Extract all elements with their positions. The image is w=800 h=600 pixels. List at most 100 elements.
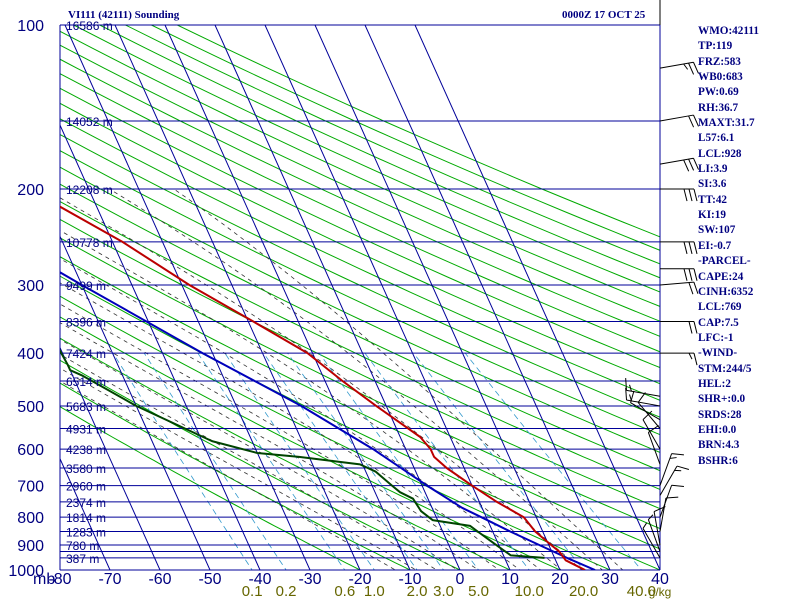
isotherms <box>60 25 660 570</box>
wind-barb <box>659 61 699 75</box>
temperature-line <box>60 205 586 570</box>
mixing-ratio-line <box>318 352 480 570</box>
index-item: SHR+:0.0 <box>698 393 746 406</box>
height-label: 1283 m <box>66 526 106 540</box>
pressure-tick-label: 1000 <box>8 563 44 580</box>
dry-adiabat-line <box>60 218 660 510</box>
mixing-ratio-lines <box>112 352 642 570</box>
dry-adiabat-line <box>60 133 660 418</box>
dry-adiabat-line <box>60 73 660 353</box>
index-item: EHI:0.0 <box>698 423 737 436</box>
isotherm-line <box>64 25 311 570</box>
height-label: 387 m <box>66 552 99 566</box>
dry-adiabat-line <box>125 25 660 265</box>
mixing-ratio-line <box>224 352 375 570</box>
dry-adiabat-line <box>60 256 660 550</box>
pressure-tick-label: 600 <box>17 442 44 459</box>
pressure-tick-label: 400 <box>17 346 44 363</box>
pressure-tick-label: 200 <box>17 182 44 199</box>
height-label: 2960 m <box>66 480 106 494</box>
wind-barb <box>660 321 698 334</box>
mixing-ratio-label: 0.1 <box>242 583 263 600</box>
dry-adiabat-line <box>60 30 660 308</box>
isobars <box>59 24 661 571</box>
pressure-tick-label: 100 <box>17 18 44 35</box>
wind-barb <box>659 157 699 172</box>
index-item: -WIND- <box>698 347 738 360</box>
isotherm-line <box>314 25 561 570</box>
mixing-ratio-label: 0.6 <box>334 583 355 600</box>
isotherm-line <box>60 457 111 570</box>
dry-adiabat-line <box>60 102 660 385</box>
mixing-ratio-line <box>413 352 585 570</box>
index-item: LCL:928 <box>698 147 742 160</box>
pressure-unit-label: mb <box>33 571 55 588</box>
mixing-ratio-label: 3.0 <box>433 583 454 600</box>
temperature-tick-label: 30 <box>601 571 619 588</box>
wind-barb <box>659 0 661 25</box>
index-item: WB0:683 <box>698 71 743 84</box>
mixing-ratio-unit-label: g/kg <box>649 585 672 599</box>
pressure-tick-label: 500 <box>17 399 44 416</box>
height-label: 5683 m <box>66 400 106 414</box>
wind-barb <box>660 241 698 254</box>
dry-adiabat-line <box>73 25 660 293</box>
wind-barb <box>660 188 698 202</box>
isotherm-line <box>364 25 611 570</box>
wind-barb <box>659 465 690 496</box>
dry-adiabat-line <box>60 382 412 570</box>
wind-barb <box>642 522 661 559</box>
height-label: 3580 m <box>66 462 106 476</box>
dry-adiabat-line <box>60 183 660 472</box>
dry-adiabat-line <box>60 44 660 322</box>
isotherm-line <box>414 25 660 570</box>
temperature-tick-label: 20 <box>551 571 569 588</box>
wind-barb <box>625 377 661 397</box>
mixing-ratio-line <box>464 352 642 570</box>
mixing-ratio-label: 5.0 <box>468 583 489 600</box>
isotherm-line <box>114 25 361 570</box>
dry-adiabat-line <box>60 118 660 401</box>
wind-barb <box>659 114 699 128</box>
temperature-tick-label: -50 <box>198 571 221 588</box>
height-label: 4238 m <box>66 443 106 457</box>
dry-adiabat-line <box>60 150 660 436</box>
dry-adiabat-line <box>60 337 512 570</box>
height-label: 7424 m <box>66 347 106 361</box>
wind-barb <box>660 268 698 281</box>
moist-adiabat-line <box>60 282 521 570</box>
height-label: 14052 m <box>66 115 113 129</box>
dry-adiabat-line <box>60 406 362 570</box>
moist-adiabat-line <box>60 380 397 570</box>
wind-barbs <box>625 0 699 559</box>
moist-adiabat-line <box>60 197 583 570</box>
station-title: VI111 (42111) Sounding <box>68 9 180 21</box>
index-item: MAXT:31.7 <box>698 117 755 130</box>
temperature-tick-label: -10 <box>398 571 421 588</box>
mixing-ratio-label: 40.0 <box>627 583 656 600</box>
index-item: PW:0.69 <box>698 86 739 99</box>
dry-adiabat-line <box>60 201 660 490</box>
dry-adiabat-line <box>60 87 660 369</box>
wind-barb <box>659 453 684 486</box>
isotherm-line <box>164 25 411 570</box>
height-label: 10778 m <box>66 236 113 250</box>
index-item: CAP:7.5 <box>698 316 739 329</box>
index-item: RH:36.7 <box>698 101 739 114</box>
mixing-ratio-label: 2.0 <box>407 583 428 600</box>
dry-adiabats <box>60 25 660 570</box>
dewpoint-line <box>60 348 545 559</box>
index-item: FRZ:583 <box>698 55 741 68</box>
mixing-ratio-label: 0.2 <box>276 583 297 600</box>
temperature-tick-label: 0 <box>456 571 465 588</box>
isotherm-line <box>60 123 261 570</box>
index-item: BSHR:6 <box>698 454 738 467</box>
index-item: SW:107 <box>698 224 736 237</box>
mixing-ratio-line <box>112 352 253 570</box>
index-item: TT:42 <box>698 193 728 206</box>
mixing-ratio-label: 10.0 <box>515 583 544 600</box>
mixing-ratio-line <box>143 352 287 570</box>
moist-adiabat-line <box>60 303 500 570</box>
moist-adiabat-line <box>173 188 624 570</box>
